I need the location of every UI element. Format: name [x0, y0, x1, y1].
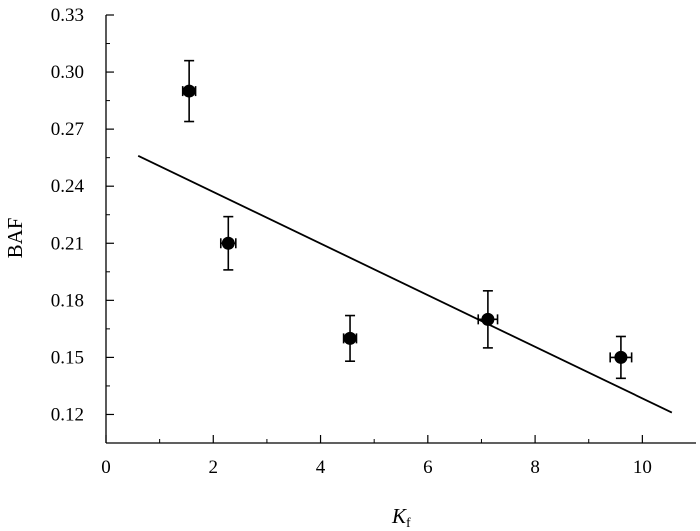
- x-axis-title-main: K: [391, 504, 407, 528]
- y-axis-title: BAF: [3, 218, 27, 259]
- data-point: [343, 331, 357, 345]
- data-point: [481, 312, 495, 326]
- data-point: [614, 350, 628, 364]
- axes: [105, 15, 696, 444]
- x-axis-title: Kf: [391, 504, 411, 531]
- y-tick-label: 0.27: [51, 119, 84, 140]
- x-tick-label: 2: [209, 457, 219, 478]
- x-tick-label: 4: [316, 457, 326, 478]
- y-tick-label: 0.18: [51, 290, 84, 311]
- data-point-group: [219, 215, 237, 271]
- ticks: 0 2 4 6 8 10 0.12 0.15 0.18 0.21 0.24 0.27 0.30 0.33: [51, 5, 652, 478]
- y-tick-label: 0.21: [51, 233, 84, 254]
- data-point-group: [477, 290, 499, 349]
- x-tick-label: 6: [423, 457, 433, 478]
- data-point-group: [181, 59, 197, 123]
- fit-line: [137, 154, 673, 414]
- x-tick-label: 0: [101, 457, 111, 478]
- data-point-group: [609, 335, 633, 380]
- data-point: [221, 236, 235, 250]
- y-tick-label: 0.12: [51, 404, 84, 425]
- x-axis-title-sub: f: [406, 516, 411, 531]
- y-tick-label: 0.15: [51, 347, 84, 368]
- data-points: [181, 59, 633, 380]
- y-tick-label: 0.33: [51, 5, 84, 26]
- x-tick-label: 8: [530, 457, 540, 478]
- data-point-group: [342, 314, 358, 363]
- x-tick-label: 10: [633, 457, 652, 478]
- y-tick-label: 0.24: [51, 176, 85, 197]
- fit-line-group: [137, 154, 673, 414]
- y-tick-label: 0.30: [51, 62, 84, 83]
- data-point: [182, 84, 196, 98]
